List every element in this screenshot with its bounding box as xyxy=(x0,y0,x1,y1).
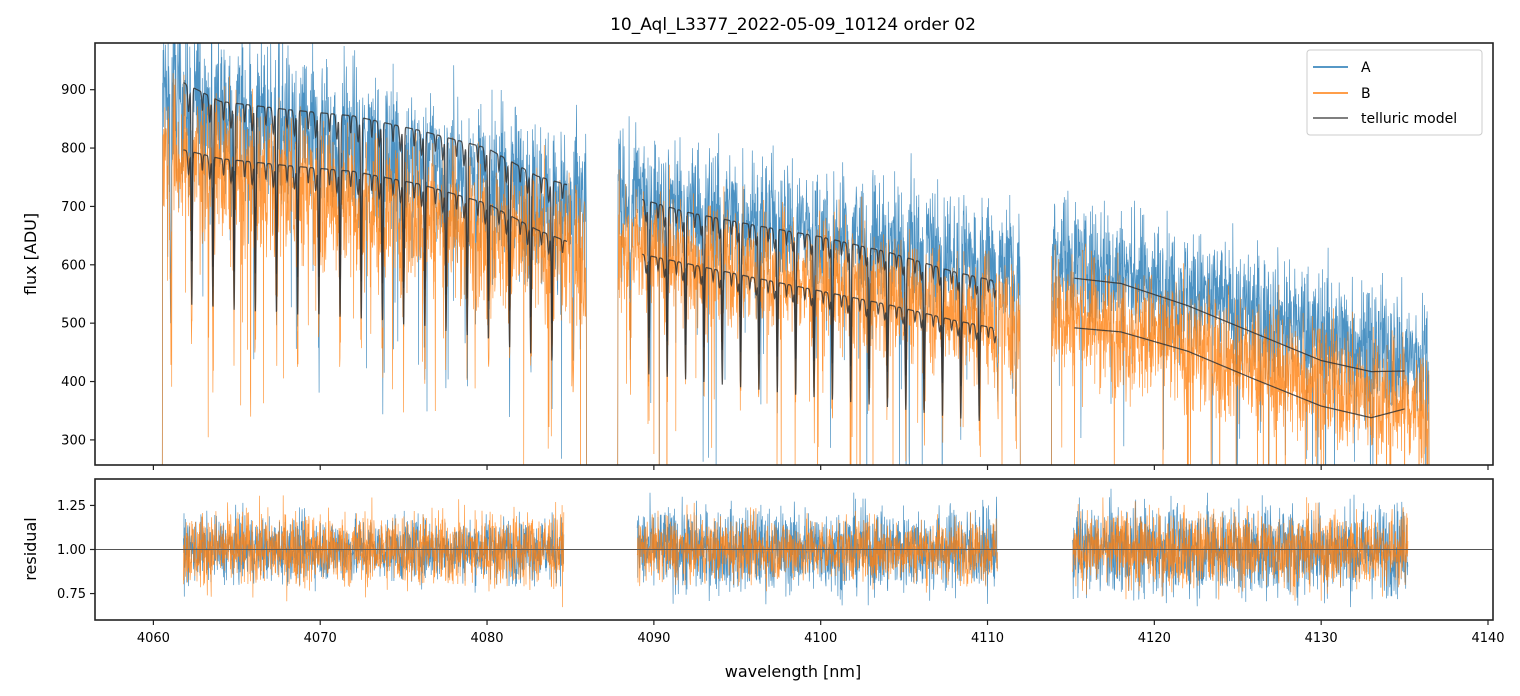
flux-y-tick-label: 700 xyxy=(61,200,86,215)
telluric-model-a-segment-3 xyxy=(1074,277,1405,373)
flux-plot-area xyxy=(161,43,1430,465)
residual-b-segment-2 xyxy=(636,502,998,593)
residual-b-segment-3 xyxy=(1072,497,1409,601)
x-tick-label: 4110 xyxy=(971,631,1004,646)
flux-y-axis-label: flux [ADU] xyxy=(21,213,40,295)
telluric-model-b-segment-1 xyxy=(183,149,568,361)
residual-y-axis-label: residual xyxy=(21,517,40,580)
flux-y-tick-label: 600 xyxy=(61,258,86,273)
x-tick-label: 4070 xyxy=(304,631,337,646)
x-tick-label: 4100 xyxy=(804,631,837,646)
residual-y-tick-label: 1.00 xyxy=(57,543,86,558)
residual-y-tick-label: 1.25 xyxy=(57,499,86,514)
residual-plot-area xyxy=(95,488,1493,608)
telluric-model-a-segment-2 xyxy=(641,198,997,389)
residual-x-ticks: 4060 4070 4080 4090 4100 4110 4120 4130 4140 xyxy=(137,620,1505,646)
flux-panel: 300 400 500 600 700 800 900 flux [ADU] A B tel… xyxy=(21,42,1494,470)
flux-y-tick-label: 800 xyxy=(61,142,86,157)
x-tick-label: 4140 xyxy=(1471,631,1504,646)
flux-y-ticks: 300 400 500 600 700 800 900 xyxy=(61,83,95,448)
flux-y-tick-label: 900 xyxy=(61,83,86,98)
legend: A B telluric model xyxy=(1306,49,1483,136)
x-axis-label: wavelength [nm] xyxy=(725,662,862,681)
legend-label-telluric: telluric model xyxy=(1361,111,1457,127)
chart-title: 10_Aql_L3377_2022-05-09_10124 order 02 xyxy=(610,15,976,35)
telluric-model-a-segment-1 xyxy=(183,82,568,324)
spectrum-b-segment-3 xyxy=(1051,243,1430,465)
flux-y-tick-label: 300 xyxy=(61,433,86,448)
legend-label-a: A xyxy=(1361,60,1371,76)
x-tick-label: 4130 xyxy=(1305,631,1338,646)
residual-b-segment-1 xyxy=(183,495,565,608)
legend-box xyxy=(1306,49,1483,136)
flux-y-tick-label: 400 xyxy=(61,375,86,390)
x-tick-label: 4060 xyxy=(137,631,170,646)
telluric-model-b-segment-2 xyxy=(642,253,997,421)
x-tick-label: 4120 xyxy=(1138,631,1171,646)
legend-label-b: B xyxy=(1361,86,1371,102)
residual-y-ticks: 0.75 1.00 1.25 xyxy=(57,499,95,602)
flux-x-ticks xyxy=(152,465,1489,470)
x-tick-label: 4080 xyxy=(470,631,503,646)
flux-y-tick-label: 500 xyxy=(61,317,86,332)
residual-a-segment-2 xyxy=(636,492,998,606)
flux-axes-frame xyxy=(94,42,1494,466)
residual-panel: 0.75 1.00 1.25 4060 4070 4080 4090 4100 4110 412… xyxy=(21,478,1505,681)
residual-y-tick-label: 0.75 xyxy=(57,587,86,602)
telluric-model-b-segment-3 xyxy=(1074,327,1405,419)
x-tick-label: 4090 xyxy=(637,631,670,646)
